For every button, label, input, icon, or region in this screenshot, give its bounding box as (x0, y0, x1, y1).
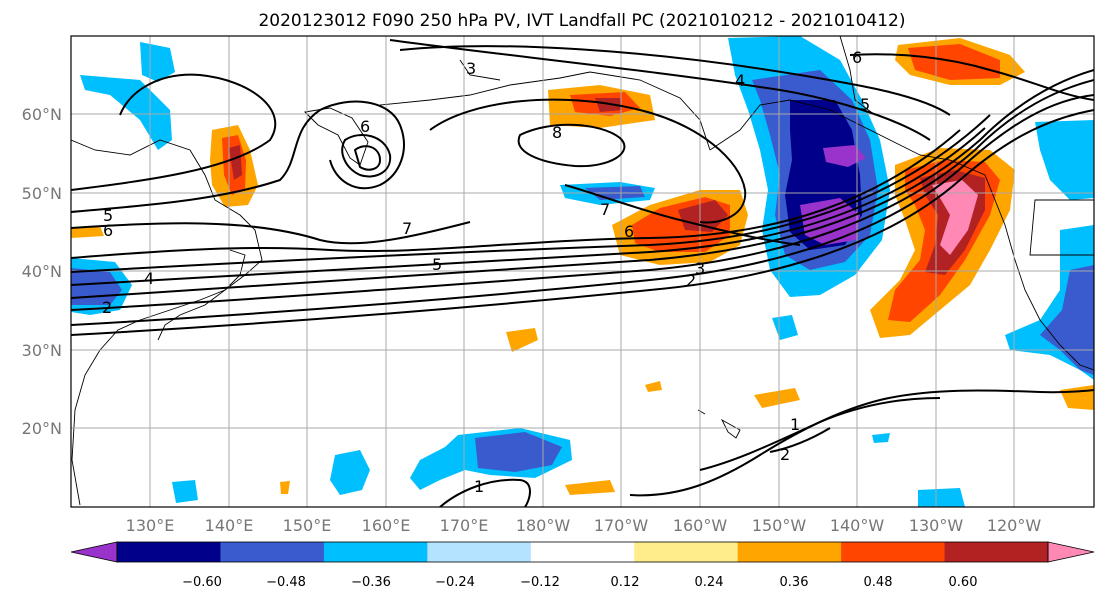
contour-label: 5 (103, 206, 113, 225)
latitude-labels: 60°N 50°N 40°N 30°N 20°N (22, 105, 62, 438)
colorbar-tick-label: 0.48 (864, 575, 893, 590)
contour-label: 2 (780, 445, 790, 464)
pv-contours (71, 39, 1094, 507)
lon-label: 120°W (987, 516, 1042, 535)
contour-label: 1 (790, 415, 800, 434)
contour-label: 5 (860, 95, 870, 114)
colorbar-frame (116, 541, 1049, 563)
lon-label: 170°W (594, 516, 649, 535)
contour-labels: 3 4 5 6 8 7 5 6 7 6 3 2 5 6 4 2 1 2 1 (102, 48, 870, 496)
colorbar-extend-low (70, 541, 118, 563)
lat-label: 30°N (22, 341, 62, 360)
colorbar-tick-label: −0.12 (520, 575, 560, 590)
map-panel: 3 4 5 6 8 7 5 6 7 6 3 2 5 6 4 2 1 2 1 (71, 36, 1094, 507)
colorbar-swatch (323, 542, 428, 562)
colorbar-swatch (634, 542, 739, 562)
colorbar-swatch (944, 542, 1049, 562)
colorbar-tick-label: −0.60 (182, 575, 222, 590)
lon-label: 150°E (283, 516, 332, 535)
lon-label: 130°W (909, 516, 964, 535)
colorbar-extend-high (1047, 541, 1095, 563)
contour-label: 6 (624, 222, 634, 241)
lat-label: 50°N (22, 184, 62, 203)
contour-label: 8 (552, 123, 562, 142)
lat-label: 40°N (22, 262, 62, 281)
contour-label: 1 (474, 477, 484, 496)
contour-label: 6 (103, 221, 113, 240)
colorbar-tick-label: 0.60 (949, 575, 978, 590)
contour-label: 6 (360, 117, 370, 136)
contour-label: 7 (402, 219, 412, 238)
colorbar (70, 541, 1095, 563)
lon-label: 160°W (673, 516, 728, 535)
lon-label: 140°E (205, 516, 254, 535)
colorbar-tick-labels: −0.60 −0.48 −0.36 −0.24 −0.12 0.12 0.24 … (182, 575, 977, 590)
colorbar-tick-label: −0.24 (435, 575, 475, 590)
contour-label: 3 (695, 259, 705, 278)
colorbar-tick-label: 0.12 (611, 575, 640, 590)
lat-label: 20°N (22, 419, 62, 438)
ivt-negative-shading (71, 36, 1094, 507)
contour-label: 3 (466, 59, 476, 78)
colorbar-swatch (841, 542, 946, 562)
lon-label: 130°E (126, 516, 175, 535)
figure-title: 2020123012 F090 250 hPa PV, IVT Landfall… (258, 11, 905, 31)
colorbar-tick-label: −0.48 (266, 575, 306, 590)
contour-label: 6 (852, 48, 862, 67)
colorbar-tick-label: 0.24 (695, 575, 724, 590)
colorbar-swatch (220, 542, 325, 562)
colorbar-swatch (117, 542, 221, 562)
contour-label: 5 (432, 255, 442, 274)
lat-label: 60°N (22, 105, 62, 124)
longitude-labels: 130°E 140°E 150°E 160°E 170°E 180°W 170°… (126, 516, 1042, 535)
lon-label: 170°E (440, 516, 489, 535)
contour-label: 4 (144, 269, 154, 288)
lon-label: 150°W (752, 516, 807, 535)
colorbar-tick-label: −0.36 (351, 575, 391, 590)
contour-label: 7 (600, 200, 610, 219)
colorbar-swatch (737, 542, 842, 562)
map-frame (70, 35, 1095, 508)
contour-label: 2 (686, 271, 696, 290)
contour-label: 2 (102, 298, 112, 317)
colorbar-swatch (530, 542, 635, 562)
lon-label: 180°W (516, 516, 571, 535)
contour-label: 4 (735, 71, 745, 90)
lon-label: 160°E (362, 516, 411, 535)
lon-label: 140°W (830, 516, 885, 535)
colorbar-tick-label: 0.36 (780, 575, 809, 590)
colorbar-swatch (427, 542, 532, 562)
